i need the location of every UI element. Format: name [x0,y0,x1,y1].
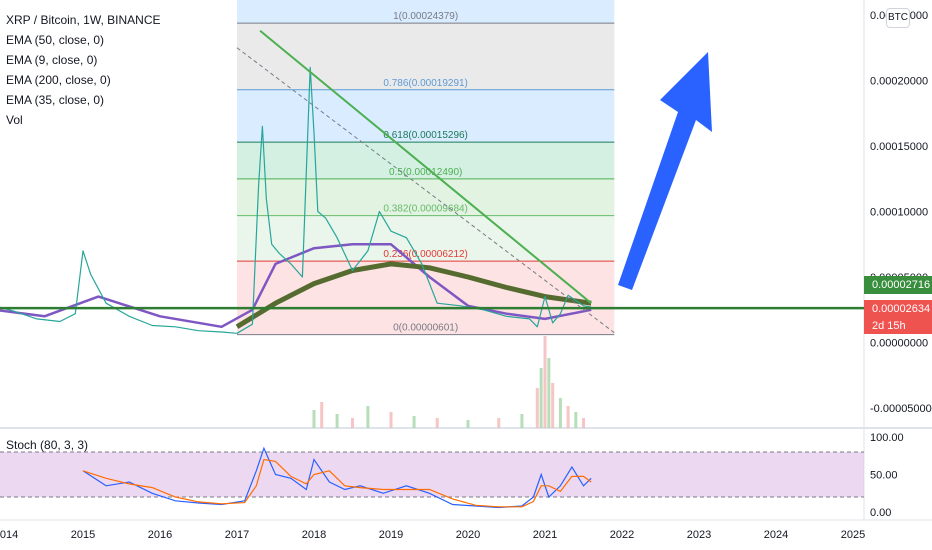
fib-level-label: 0.786(0.00019291) [383,78,468,89]
volume-bar [582,418,585,428]
y-tick-label: -0.00005000 [870,403,932,415]
grid [0,0,932,521]
stoch-legend[interactable]: Stoch (80, 3, 3) [6,438,89,452]
x-tick-label: 2018 [302,529,326,541]
volume-bar [535,388,539,428]
annotations [0,29,864,334]
legend-ema35[interactable]: EMA (35, close, 0) [6,93,105,107]
x-tick-label: 2024 [764,529,788,541]
volume-bar [335,414,339,428]
legend-ema200[interactable]: EMA (200, close, 0) [6,73,111,87]
ema-line [235,261,592,329]
fib-level-label: 0.618(0.00015296) [383,130,468,141]
fib-level-label: 0.5(0.00012490) [389,167,462,178]
x-tick-label: 2017 [225,529,249,541]
stoch-d-line [82,458,592,508]
fib-zone [237,142,615,179]
fib-level-label: 1(0.00024379) [393,11,458,22]
y-tick-label: 0.00015000 [870,141,928,153]
fib-level-label: 0.382(0.00009684) [383,204,468,215]
volume-bar [558,398,562,428]
volume-bar [466,420,470,428]
x-tick-label: 2015 [71,529,95,541]
stoch-y-tick: 50.00 [870,470,898,482]
volume-bar [543,336,547,428]
stoch-k-line [82,446,592,509]
legend-ema9[interactable]: EMA (9, close, 0) [6,53,98,67]
stoch-y-tick: 100.00 [870,432,904,444]
fib-zone [237,89,615,143]
fib-zone [237,178,615,216]
volume-bar [412,416,416,428]
fib-level-label: 0(0.00000601) [393,323,458,334]
volume-bar [351,418,354,428]
volume-bar [539,368,543,428]
volume-bar [547,358,551,428]
x-tick-label: 2016 [148,529,172,541]
volume-bars [312,336,585,428]
forecast-arrow [618,52,712,290]
currency-badge[interactable]: BTC [886,8,910,28]
fibonacci-retracement: 1(0.00024379) 0.786(0.00019291) 0.618(0.00… [237,0,615,336]
volume-bar [366,406,370,428]
y-tick-label: 0.00020000 [870,76,928,88]
dashed-trendline [236,47,615,334]
volume-bar [551,383,555,428]
ema-line [0,243,592,329]
volume-bar [320,402,324,428]
y-tick-label: 0.00000000 [870,338,928,350]
x-tick-label: 2022 [610,529,634,541]
fib-level-label: 0.236(0.00006212) [383,249,468,260]
stochastic-pane: 100.00 50.00 0.00 [0,432,904,519]
y-axis: 0.000250000.000200000.000150000.00010000… [870,10,932,415]
legend: XRP / Bitcoin, 1W, BINANCE EMA (50, clos… [6,10,161,130]
x-tick-label: 2025 [841,529,865,541]
price-tag-ema: 0.00002716 [864,276,932,294]
x-tick-label: 2023 [687,529,711,541]
y-tick-label: 0.00010000 [870,207,928,219]
legend-vol[interactable]: Vol [6,113,23,127]
bar-countdown: 2d 15h [864,318,932,334]
x-axis: 2014 2015 2016 2017 2018 2019 2020 2021 2022 2023… [0,529,865,541]
x-tick-label: 2014 [0,529,18,541]
volume-bar [435,418,439,428]
volume-bar [389,412,393,428]
x-tick-label: 2020 [456,529,480,541]
volume-bar [497,418,501,428]
x-tick-label: 2021 [533,529,557,541]
volume-bar [574,412,578,428]
price-tag-last: 0.00002634 [864,300,932,318]
volume-bar [520,414,524,428]
descending-trendline [259,29,592,304]
volume-bar [566,406,570,428]
symbol-title[interactable]: XRP / Bitcoin, 1W, BINANCE [6,13,161,27]
stoch-y-tick: 0.00 [870,507,891,519]
x-tick-label: 2019 [379,529,403,541]
fib-zone [237,23,615,90]
volume-bar [312,410,316,428]
legend-ema50[interactable]: EMA (50, close, 0) [6,33,105,47]
fib-zone-extension [237,0,615,24]
